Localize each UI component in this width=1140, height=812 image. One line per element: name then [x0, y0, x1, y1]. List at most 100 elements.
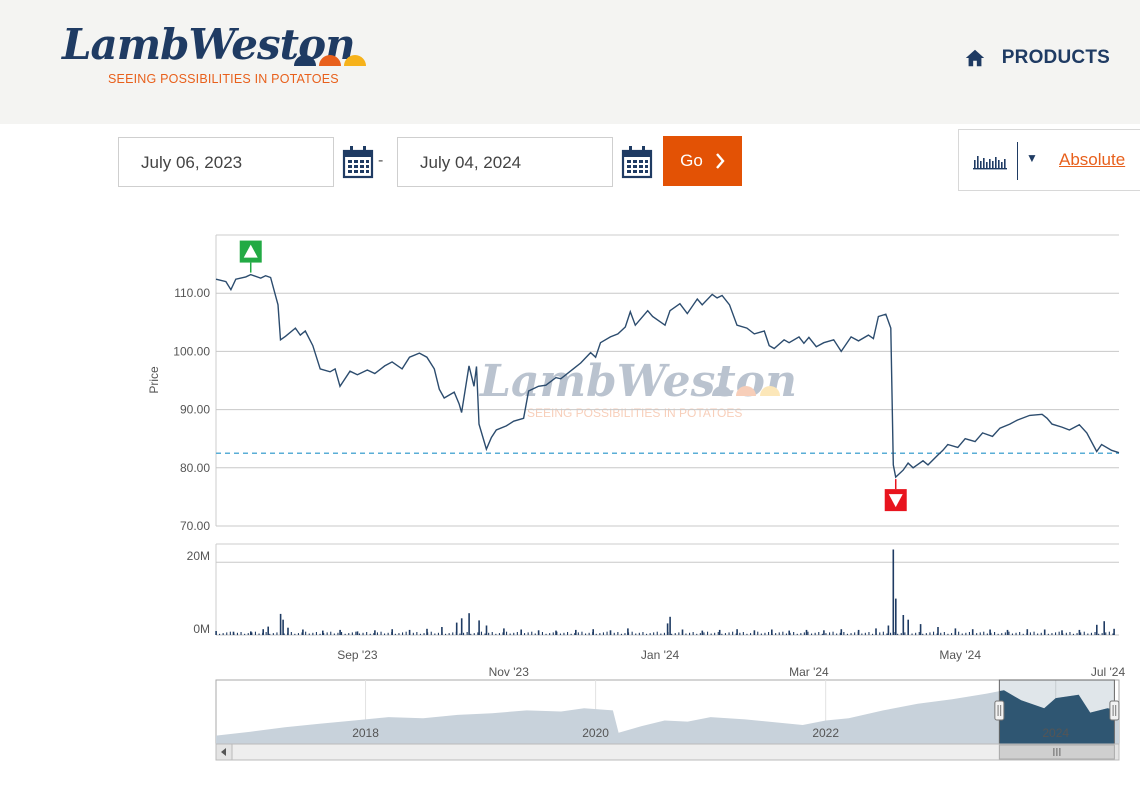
- nav-products-link[interactable]: PRODUCTS: [1001, 47, 1110, 68]
- volume-bar-minor: [1001, 633, 1003, 635]
- x-tick-label: Sep '23: [337, 648, 378, 662]
- chevron-down-icon[interactable]: ▼: [1026, 151, 1038, 165]
- volume-bar-minor: [983, 631, 985, 635]
- low-price-marker[interactable]: [884, 479, 907, 512]
- volume-bar: [666, 623, 669, 635]
- volume-bar-minor: [886, 633, 888, 635]
- logo-tagline: SEEING POSSIBILITIES IN POTATOES: [108, 72, 339, 86]
- volume-bar-minor: [333, 633, 335, 635]
- volume-bar: [609, 630, 612, 635]
- volume-bar: [771, 629, 773, 635]
- volume-bar: [718, 629, 721, 635]
- volume-bar-minor: [545, 633, 547, 635]
- volume-bar-minor: [1011, 633, 1013, 635]
- volume-bar-minor: [717, 632, 719, 635]
- view-mode-link[interactable]: Absolute: [1059, 150, 1126, 169]
- volume-bar-minor: [911, 633, 913, 635]
- volume-bar-minor: [656, 631, 658, 635]
- volume-bar-minor: [714, 632, 716, 636]
- volume-bar: [701, 630, 704, 635]
- volume-bar-minor: [782, 631, 784, 635]
- volume-bar: [669, 616, 671, 635]
- volume-bar-minor: [649, 633, 651, 635]
- volume-bar: [1078, 629, 1081, 635]
- volume-bar-minor: [488, 632, 490, 636]
- volume-bar-minor: [513, 632, 515, 636]
- end-calendar-icon[interactable]: [621, 145, 653, 179]
- volume-bar: [805, 629, 808, 635]
- go-button-label: Go: [680, 151, 703, 170]
- high-price-marker[interactable]: [239, 240, 262, 273]
- volume-bar-minor: [1105, 632, 1107, 635]
- volume-bar-minor: [524, 633, 526, 635]
- volume-bar-minor: [671, 633, 673, 635]
- volume-bar: [1113, 628, 1115, 635]
- volume-bar-minor: [355, 631, 357, 635]
- volume-bar-minor: [915, 632, 917, 636]
- volume-bar-minor: [527, 632, 529, 635]
- volume-bar-minor: [965, 632, 967, 636]
- volume-bar-minor: [1108, 631, 1110, 635]
- start-calendar-icon[interactable]: [342, 145, 374, 179]
- chart-type-bars-icon[interactable]: [973, 150, 1007, 170]
- volume-bar: [374, 630, 376, 635]
- volume-bar-minor: [1015, 632, 1017, 636]
- volume-bar: [857, 629, 860, 635]
- go-button[interactable]: Go: [663, 136, 742, 186]
- volume-bar: [426, 628, 428, 635]
- volume-bar: [267, 626, 269, 635]
- volume-bar: [681, 629, 684, 635]
- navigator-year-label: 2020: [582, 726, 609, 740]
- volume-bar-minor: [951, 633, 953, 635]
- volume-bar-minor: [366, 632, 368, 635]
- navigator-year-label: 2024: [1042, 726, 1069, 740]
- volume-bar-minor: [800, 633, 802, 635]
- volume-bar-minor: [742, 632, 744, 635]
- volume-bar: [322, 630, 324, 635]
- volume-bar-minor: [222, 633, 224, 635]
- volume-bar-minor: [811, 633, 813, 635]
- volume-bar: [520, 629, 522, 635]
- volume-bar: [1061, 630, 1063, 635]
- lambweston-logo[interactable]: LambWeston SEEING POSSIBILITIES IN POTAT…: [62, 20, 382, 90]
- volume-bar-minor: [559, 633, 561, 635]
- volume-bar-minor: [839, 632, 841, 636]
- volume-bar: [907, 619, 909, 635]
- logo-arches-icon: [294, 55, 366, 66]
- volume-bar-minor: [961, 633, 963, 635]
- volume-bar: [537, 630, 540, 635]
- volume-bar-minor: [506, 631, 508, 635]
- tools-divider: [1017, 142, 1018, 180]
- volume-bar-minor: [344, 633, 346, 635]
- volume-bar: [736, 629, 738, 635]
- start-date-input[interactable]: July 06, 2023: [118, 137, 334, 187]
- volume-bar-minor: [577, 632, 579, 635]
- volume-bar-minor: [1076, 633, 1078, 635]
- chart-watermark: LambWeston SEEING POSSIBILITIES IN POTAT…: [478, 356, 797, 420]
- volume-bar: [356, 631, 359, 635]
- volume-bar-minor: [674, 633, 676, 635]
- volume-bar-minor: [358, 633, 360, 635]
- volume-bar-minor: [689, 632, 691, 636]
- volume-bar: [302, 629, 304, 635]
- volume-bar-minor: [631, 631, 633, 635]
- end-date-input[interactable]: July 04, 2024: [397, 137, 613, 187]
- volume-bar-minor: [509, 633, 511, 635]
- volume-bar: [215, 631, 217, 635]
- volume-bar-minor: [552, 632, 554, 635]
- volume-bar-minor: [570, 633, 572, 635]
- volume-bar-minor: [219, 633, 221, 635]
- date-range-separator: -: [378, 152, 384, 169]
- volume-bar-minor: [1069, 632, 1071, 635]
- home-icon[interactable]: [964, 47, 986, 69]
- volume-bar-minor: [1058, 631, 1060, 635]
- navigator-selection-window: [998, 679, 1115, 745]
- volume-bar: [478, 620, 480, 635]
- volume-bar-minor: [272, 633, 274, 635]
- volume-bar-minor: [821, 633, 823, 635]
- volume-bar-minor: [534, 633, 536, 635]
- range-navigator[interactable]: 2018 2020 2022 2024: [215, 679, 1120, 761]
- volume-bar-minor: [994, 632, 996, 635]
- volume-bar-minor: [918, 632, 920, 635]
- volume-bar-minor: [642, 632, 644, 635]
